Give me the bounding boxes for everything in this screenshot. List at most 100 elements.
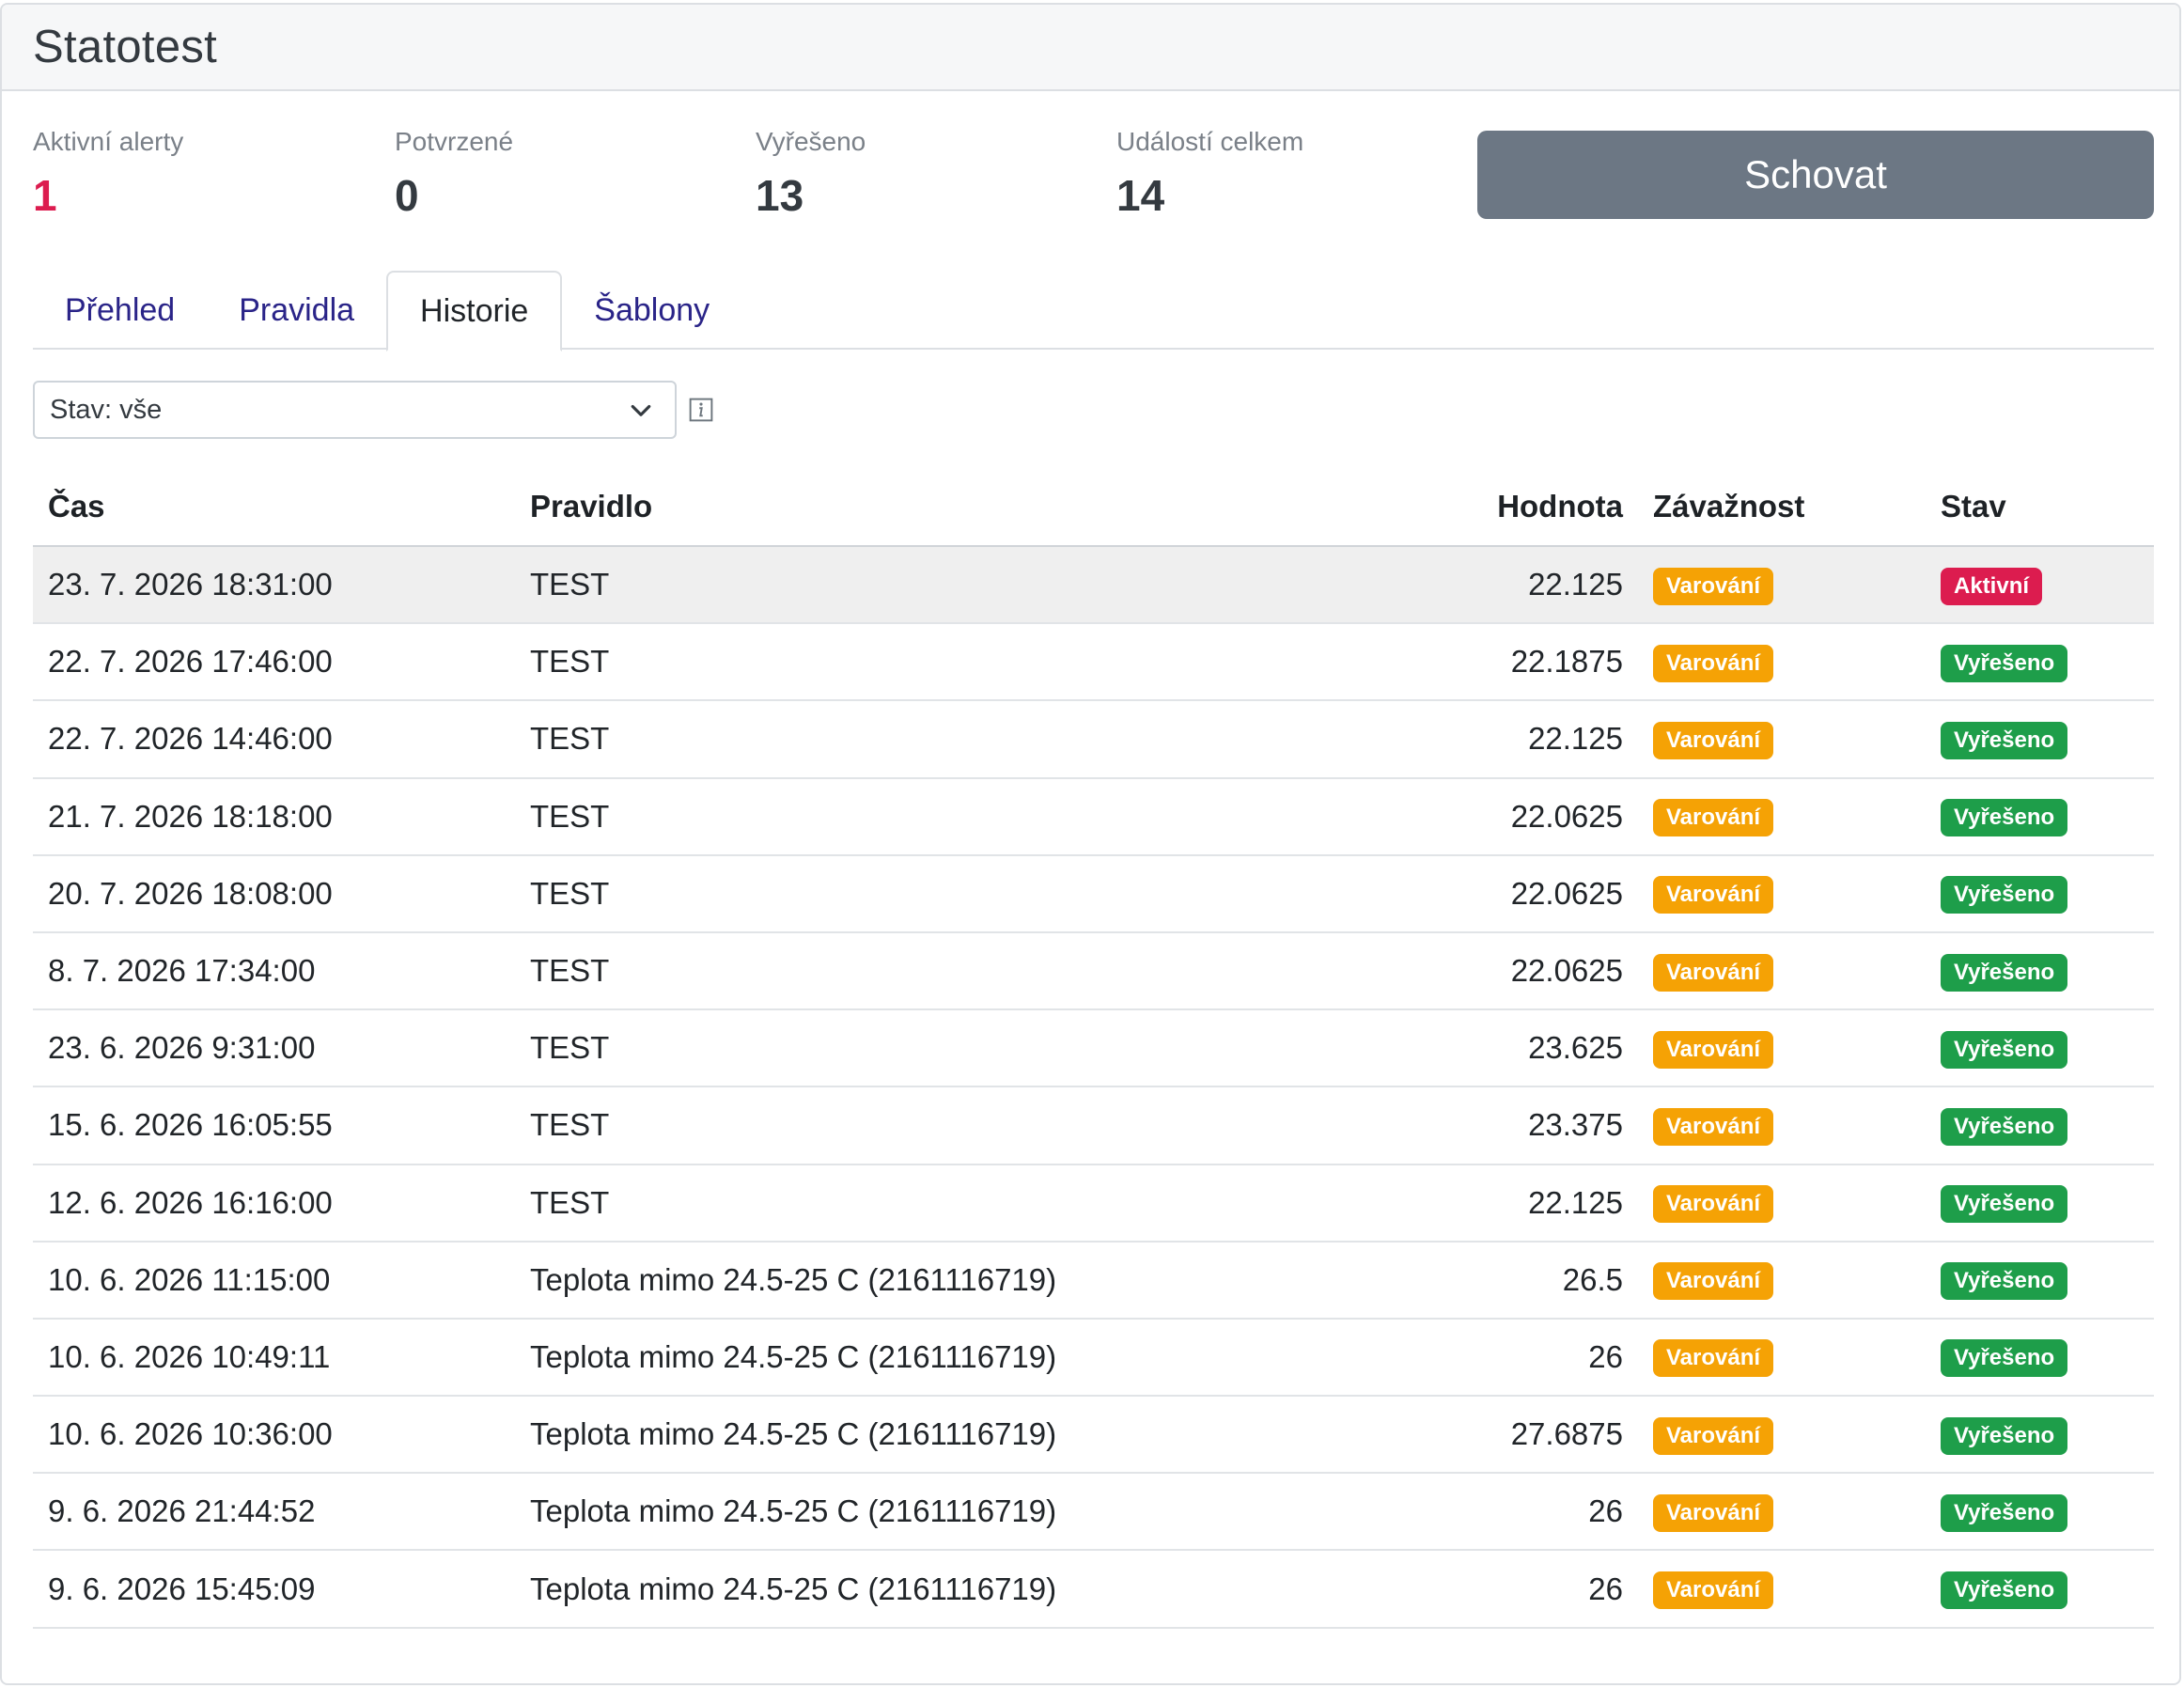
table-row[interactable]: 9. 6. 2026 21:44:52 Teplota mimo 24.5-25 … [33, 1473, 2154, 1552]
cell-value: 22.0625 [1466, 777, 1638, 856]
status-badge: Vyřešeno [1941, 721, 2068, 759]
stat-value: 14 [1116, 171, 1165, 220]
cell-severity: Varování [1638, 623, 1926, 702]
column-header-severity[interactable]: Závažnost [1638, 467, 1926, 547]
tab-overview[interactable]: Přehled [65, 291, 176, 328]
stat-label: Vyřešeno [756, 127, 866, 156]
cell-time: 10. 6. 2026 10:36:00 [33, 1396, 515, 1475]
cell-value: 22.0625 [1466, 854, 1638, 933]
column-header-time[interactable]: Čas [33, 467, 515, 547]
cell-state: Vyřešeno [1926, 777, 2154, 856]
cell-state: Vyřešeno [1926, 1396, 2154, 1475]
cell-severity: Varování [1638, 546, 1926, 625]
stat-value: 13 [756, 171, 804, 220]
cell-time: 10. 6. 2026 10:49:11 [33, 1318, 515, 1398]
stats-row: Aktivní alerty 1 Potvrzené 0 Vyřešeno 13… [33, 127, 2157, 230]
status-badge: Vyřešeno [1941, 953, 2068, 992]
table-row[interactable]: 10. 6. 2026 10:36:00 Teplota mimo 24.5-25… [33, 1396, 2154, 1475]
cell-time: 22. 7. 2026 17:46:00 [33, 623, 515, 702]
tab-rules[interactable]: Pravidla [239, 291, 355, 328]
tab-history[interactable]: Historie [386, 271, 563, 352]
hide-button[interactable]: Schovat [1477, 131, 2154, 219]
status-badge: Vyřešeno [1941, 1030, 2068, 1069]
cell-value: 23.625 [1466, 1009, 1638, 1088]
table-row[interactable]: 23. 6. 2026 9:31:00 TEST 23.625 Varování Vyř… [33, 1009, 2154, 1088]
table-row[interactable]: 20. 7. 2026 18:08:00 TEST 22.0625 Varování V… [33, 854, 2154, 933]
info-icon[interactable] [688, 397, 714, 423]
severity-badge: Varování [1653, 1571, 1774, 1610]
cell-rule: TEST [515, 700, 1466, 779]
table-row[interactable]: 10. 6. 2026 11:15:00 Teplota mimo 24.5-25… [33, 1241, 2154, 1320]
severity-badge: Varování [1653, 721, 1774, 759]
status-badge: Vyřešeno [1941, 1339, 2068, 1378]
cell-time: 23. 7. 2026 18:31:00 [33, 546, 515, 625]
stat-value: 0 [395, 171, 419, 220]
cell-severity: Varování [1638, 1086, 1926, 1165]
cell-value: 26.5 [1466, 1241, 1638, 1320]
table-row[interactable]: 21. 7. 2026 18:18:00 TEST 22.0625 Varování V… [33, 777, 2154, 856]
table-row[interactable]: 22. 7. 2026 14:46:00 TEST 22.125 Varování Vy… [33, 700, 2154, 779]
column-header-value[interactable]: Hodnota [1466, 467, 1638, 547]
severity-badge: Varování [1653, 1339, 1774, 1378]
state-filter-select[interactable]: Stav: vše [33, 381, 677, 439]
status-badge: Vyřešeno [1941, 1416, 2068, 1455]
cell-time: 22. 7. 2026 14:46:00 [33, 700, 515, 779]
tab-templates[interactable]: Šablony [594, 291, 710, 328]
cell-time: 9. 6. 2026 15:45:09 [33, 1550, 515, 1629]
status-badge: Vyřešeno [1941, 1571, 2068, 1610]
column-header-rule[interactable]: Pravidlo [515, 467, 1466, 547]
cell-rule: TEST [515, 777, 1466, 856]
table-row[interactable]: 15. 6. 2026 16:05:55 TEST 23.375 Varování Vy… [33, 1086, 2154, 1165]
cell-state: Vyřešeno [1926, 1086, 2154, 1165]
cell-severity: Varování [1638, 1009, 1926, 1088]
stat-active-alerts: Aktivní alerty 1 [33, 127, 390, 221]
stat-label: Událostí celkem [1116, 127, 1304, 156]
cell-state: Vyřešeno [1926, 1318, 2154, 1398]
cell-severity: Varování [1638, 854, 1926, 933]
cell-state: Vyřešeno [1926, 1473, 2154, 1552]
cell-state: Vyřešeno [1926, 623, 2154, 702]
cell-severity: Varování [1638, 700, 1926, 779]
table-row[interactable]: 23. 7. 2026 18:31:00 TEST 22.125 Varování Ak… [33, 546, 2154, 625]
status-badge: Vyřešeno [1941, 1185, 2068, 1224]
table-row[interactable]: 12. 6. 2026 16:16:00 TEST 22.125 Varování Vy… [33, 1164, 2154, 1243]
cell-severity: Varování [1638, 1396, 1926, 1475]
table-row[interactable]: 9. 6. 2026 15:45:09 Teplota mimo 24.5-25 … [33, 1550, 2154, 1629]
page-title: Statotest [33, 22, 218, 72]
table-body: 23. 7. 2026 18:31:00 TEST 22.125 Varování Ak… [33, 546, 2154, 1629]
table-row[interactable]: 10. 6. 2026 10:49:11 Teplota mimo 24.5-25… [33, 1318, 2154, 1398]
stat-value: 1 [33, 171, 57, 220]
chevron-down-icon [631, 404, 651, 416]
table-row[interactable]: 22. 7. 2026 17:46:00 TEST 22.1875 Varování V… [33, 623, 2154, 702]
column-header-state[interactable]: Stav [1926, 467, 2154, 547]
cell-state: Vyřešeno [1926, 1241, 2154, 1320]
cell-time: 15. 6. 2026 16:05:55 [33, 1086, 515, 1165]
cell-rule: TEST [515, 1164, 1466, 1243]
stat-resolved: Vyřešeno 13 [756, 127, 1113, 221]
severity-badge: Varování [1653, 1416, 1774, 1455]
cell-state: Vyřešeno [1926, 1164, 2154, 1243]
cell-rule: TEST [515, 854, 1466, 933]
cell-value: 22.125 [1466, 546, 1638, 625]
cell-value: 22.125 [1466, 700, 1638, 779]
cell-value: 23.375 [1466, 1086, 1638, 1165]
cell-rule: Teplota mimo 24.5-25 C (2161116719) [515, 1318, 1466, 1398]
history-table: Čas Pravidlo Hodnota Závažnost Stav 23. … [33, 467, 2154, 1629]
card-header: Statotest [2, 5, 2179, 91]
cell-rule: Teplota mimo 24.5-25 C (2161116719) [515, 1473, 1466, 1552]
cell-severity: Varování [1638, 1473, 1926, 1552]
cell-state: Vyřešeno [1926, 854, 2154, 933]
cell-value: 22.125 [1466, 1164, 1638, 1243]
severity-badge: Varování [1653, 1030, 1774, 1069]
table-header-row: Čas Pravidlo Hodnota Závažnost Stav [33, 467, 2154, 547]
stat-label: Potvrzené [395, 127, 514, 156]
stat-confirmed: Potvrzené 0 [395, 127, 752, 221]
tab-bar: Přehled Pravidla Historie Šablony [33, 271, 2154, 352]
status-badge: Vyřešeno [1941, 1262, 2068, 1301]
cell-rule: TEST [515, 1009, 1466, 1088]
cell-severity: Varování [1638, 1550, 1926, 1629]
cell-value: 26 [1466, 1318, 1638, 1398]
cell-rule: Teplota mimo 24.5-25 C (2161116719) [515, 1396, 1466, 1475]
cell-time: 10. 6. 2026 11:15:00 [33, 1241, 515, 1320]
table-row[interactable]: 8. 7. 2026 17:34:00 TEST 22.0625 Varování Vy… [33, 931, 2154, 1011]
